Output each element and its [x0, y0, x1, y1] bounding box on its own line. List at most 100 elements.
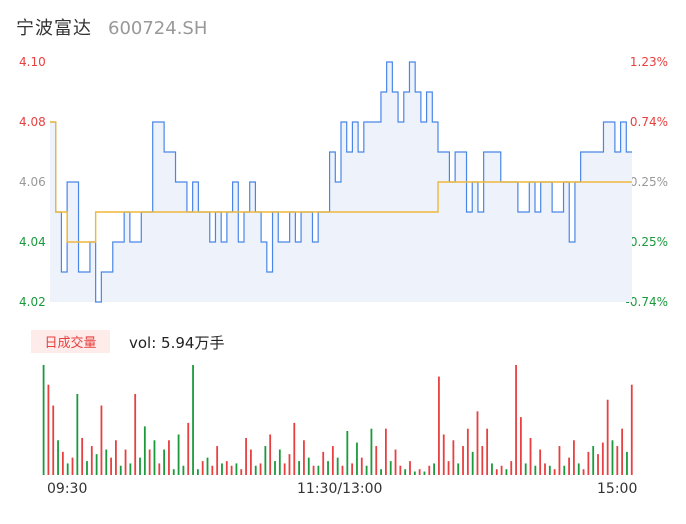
volume-bar [172, 469, 175, 475]
volume-bar [428, 465, 431, 475]
volume-bar [230, 465, 233, 475]
volume-bar [240, 469, 243, 475]
volume-bar [206, 457, 209, 475]
volume-bar [515, 365, 517, 475]
volume-bar [611, 440, 614, 475]
volume-bar [380, 469, 382, 475]
y-tick-label-right: 0.74% [630, 115, 668, 129]
volume-bar [481, 446, 484, 475]
volume-bar [341, 465, 344, 475]
volume-bar [259, 463, 262, 475]
volume-bar [283, 463, 286, 475]
volume-bar [81, 437, 84, 475]
volume-bar [322, 451, 325, 475]
volume-bar [438, 376, 440, 475]
volume-bar [269, 434, 272, 475]
volume-bar [317, 465, 320, 475]
daily-volume-badge[interactable]: 日成交量 [31, 330, 110, 353]
volume-bar [129, 463, 132, 475]
volume-bar [447, 461, 450, 475]
stock-code: 600724.SH [108, 18, 208, 39]
volume-bar [495, 469, 498, 475]
volume-bar [100, 405, 103, 475]
volume-bar [110, 457, 112, 475]
volume-bar [201, 461, 204, 475]
volume-bar [568, 457, 570, 475]
volume-bar [105, 449, 108, 475]
volume-bar [351, 463, 354, 475]
volume-bar [216, 446, 219, 475]
volume-bar [606, 399, 609, 475]
volume-bar [168, 440, 170, 475]
volume-bar [409, 461, 411, 475]
volume-bar [563, 465, 566, 475]
y-tick-label-left: 4.04 [19, 235, 46, 249]
price-chart: 4.10 1.23% 4.08 0.74% 4.06 0.25% 4.04 -0.25% 4.0… [19, 55, 668, 309]
volume-bar [404, 469, 407, 475]
volume-bar [298, 461, 301, 475]
volume-bar [158, 463, 161, 475]
volume-bar [621, 428, 624, 475]
volume-bar [534, 465, 537, 475]
volume-bar [573, 440, 575, 475]
y-tick-label-left: 4.02 [19, 295, 46, 309]
volume-bar [61, 451, 64, 475]
volume-bar [331, 446, 334, 475]
volume-bar [423, 471, 426, 475]
volume-bar [375, 446, 378, 475]
volume-bar [476, 411, 479, 475]
volume-bar [587, 451, 590, 475]
volume-bar [187, 422, 190, 475]
volume-bar [462, 446, 464, 475]
volume-bar [505, 469, 508, 475]
volume-bar [225, 461, 228, 475]
volume-bar [153, 440, 156, 475]
volume-bar [42, 365, 45, 475]
stock-header: 宁波富达 600724.SH [16, 14, 208, 39]
volume-bar [626, 451, 628, 475]
volume-bar [457, 463, 460, 475]
volume-bar [66, 463, 69, 475]
volume-bar [264, 446, 267, 475]
volume-bar [235, 463, 238, 475]
volume-bar [519, 417, 522, 475]
volume-bar [115, 440, 117, 475]
volume-bar [148, 449, 151, 475]
volume-bar [221, 463, 223, 475]
volume-bar [288, 454, 291, 475]
volume-bar [548, 465, 551, 475]
volume-bar [303, 440, 305, 475]
volume-bar [394, 449, 397, 475]
volume-bar [356, 442, 358, 475]
y-tick-label-left: 4.06 [19, 175, 46, 189]
volume-bar [177, 434, 180, 475]
volume-bar [399, 465, 402, 475]
volume-bar [274, 461, 276, 475]
volume-bar [86, 461, 88, 475]
volume-bar [384, 428, 387, 475]
volume-bar [529, 437, 532, 475]
volume-bar [119, 465, 122, 475]
volume-bar [433, 463, 435, 475]
volume-bar [76, 393, 79, 475]
volume-bar [95, 454, 98, 475]
volume-bar [254, 465, 257, 475]
volume-bar [471, 451, 474, 475]
volume-bar [413, 471, 416, 475]
volume-bar [491, 463, 493, 475]
stock-name: 宁波富达 [16, 18, 92, 39]
volume-bar [524, 463, 527, 475]
volume-bar [558, 446, 561, 475]
price-line [50, 61, 632, 303]
y-tick-label-right: 1.23% [630, 55, 668, 69]
volume-bar [582, 469, 585, 475]
volume-bar [312, 465, 315, 475]
volume-bar [134, 393, 137, 475]
volume-bar [293, 422, 296, 475]
volume-bar [278, 449, 281, 475]
volume-bar [163, 449, 166, 475]
volume-bar [597, 454, 599, 475]
volume-bar [182, 465, 185, 475]
volume-bar [442, 434, 445, 475]
